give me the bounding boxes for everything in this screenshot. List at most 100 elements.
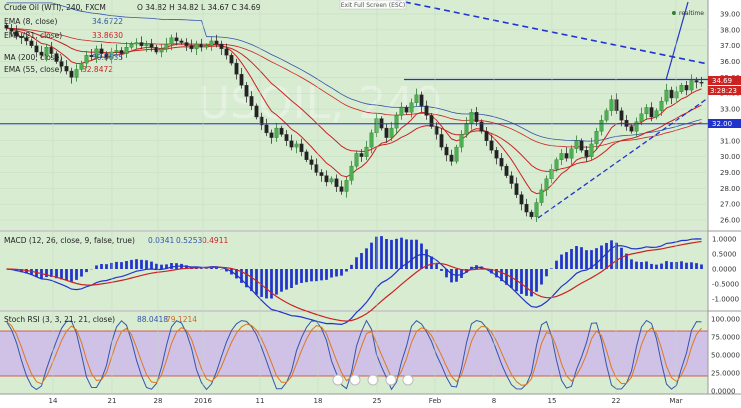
uptrend-line[interactable]	[537, 97, 709, 219]
candle-body	[139, 42, 144, 46]
candle-body	[599, 119, 604, 132]
candle-body	[449, 154, 454, 162]
candle-body	[699, 81, 704, 84]
chart-nav-controls[interactable]	[332, 374, 414, 386]
candle-body	[604, 110, 609, 121]
candle-body	[494, 150, 499, 159]
candle-body	[339, 186, 344, 192]
candle-body	[314, 164, 319, 173]
candle-body	[584, 150, 589, 157]
candle-body	[179, 40, 184, 43]
candle-body	[284, 134, 289, 141]
candle-body	[669, 89, 674, 99]
candle-body	[24, 37, 29, 42]
scroll-back-icon[interactable]	[385, 374, 397, 386]
price-tick-label: 39.00	[720, 11, 740, 19]
candle-body	[244, 85, 249, 97]
candle-body	[544, 178, 549, 191]
candle-body	[154, 47, 159, 53]
projection-line[interactable]	[665, 1, 689, 81]
candle-body	[634, 121, 639, 132]
candle-body	[614, 99, 619, 111]
candle-body	[679, 85, 684, 92]
stoch-axis: 100.000 75.0000 50.0000 25.0000 0.0000	[711, 316, 740, 396]
countdown: 3:28:23	[710, 87, 737, 95]
candle-body	[74, 69, 79, 78]
time-tick-label: 18	[314, 397, 323, 405]
stoch-tick-label: 0.0000	[711, 388, 736, 396]
realtime-dot-icon	[672, 11, 676, 15]
ema8-value: 34.6722	[92, 17, 123, 26]
candle-body	[304, 151, 309, 160]
time-tick-label: Feb	[429, 397, 442, 405]
stoch-k-line	[6, 319, 702, 391]
candle-body	[349, 165, 354, 181]
candle-body	[319, 172, 324, 176]
candle-body	[629, 126, 634, 132]
candle-body	[644, 107, 649, 115]
price-tick-label: 26.00	[720, 217, 740, 225]
candle-body	[34, 45, 39, 53]
realtime-label: realtime	[679, 10, 704, 17]
candle-body	[589, 143, 594, 157]
macd-tick-label: -0.5000	[712, 281, 739, 289]
symbol-title: Crude Oil (WTI), 240, FXCM	[4, 3, 106, 12]
time-tick-label: 11	[256, 397, 265, 405]
downtrend-line[interactable]	[394, 0, 709, 65]
candle-body	[509, 175, 514, 184]
candle-body	[364, 146, 369, 157]
stoch-tick-label: 100.000	[711, 316, 740, 324]
macd-lines	[6, 238, 702, 326]
stoch-d-value: 79.1214	[166, 315, 197, 324]
candles[interactable]	[4, 22, 704, 223]
scroll-forward-icon[interactable]	[402, 374, 414, 386]
stoch-tick-label: 50.0000	[711, 352, 740, 360]
candle-body	[174, 37, 179, 42]
ema21-label: EMA (21, close)	[4, 31, 62, 40]
candle-body	[664, 89, 669, 102]
candle-body	[124, 47, 129, 54]
price-pane[interactable]	[0, 0, 708, 230]
macd-histogram	[10, 236, 703, 299]
candle-body	[394, 115, 399, 129]
reset-icon[interactable]	[367, 374, 379, 386]
candle-body	[269, 132, 274, 138]
candle-body	[389, 127, 394, 138]
candle-body	[359, 153, 364, 157]
macd-value: 0.0341	[148, 236, 174, 245]
macd-signal-line	[6, 240, 702, 322]
candle-body	[689, 80, 694, 91]
candle-body	[404, 107, 409, 113]
candle-body	[94, 48, 99, 57]
zoom-in-icon[interactable]	[349, 374, 361, 386]
candle-body	[159, 48, 164, 53]
candle-body	[14, 31, 19, 37]
candle-body	[149, 43, 154, 48]
candle-body	[454, 146, 459, 162]
candle-body	[79, 62, 84, 70]
candle-body	[649, 107, 654, 118]
time-tick-label: 21	[108, 397, 117, 405]
candle-body	[559, 153, 564, 160]
candle-body	[329, 178, 334, 183]
candle-body	[334, 178, 339, 187]
exit-fullscreen-button[interactable]: Exit Full Screen (ESC)	[339, 0, 407, 10]
candle-body	[19, 35, 24, 38]
time-tick-label: 25	[373, 397, 382, 405]
time-tick-label: 8	[492, 397, 496, 405]
candle-body	[84, 55, 89, 64]
candle-body	[504, 165, 509, 176]
exit-fullscreen-label: Exit Full Screen (ESC)	[341, 2, 405, 9]
candle-body	[464, 123, 469, 135]
macd-legend: MACD (12, 26, close, 9, false, true) 0.0…	[4, 236, 228, 245]
ema8-label: EMA (8, close)	[4, 17, 58, 26]
candle-body	[44, 47, 49, 56]
macd-pane[interactable]	[0, 232, 708, 310]
candle-body	[369, 132, 374, 148]
candle-body	[399, 107, 404, 116]
candle-body	[384, 127, 389, 138]
candle-body	[324, 175, 329, 183]
candle-body	[69, 70, 74, 78]
zoom-out-icon[interactable]	[332, 374, 344, 386]
candle-body	[144, 43, 149, 46]
